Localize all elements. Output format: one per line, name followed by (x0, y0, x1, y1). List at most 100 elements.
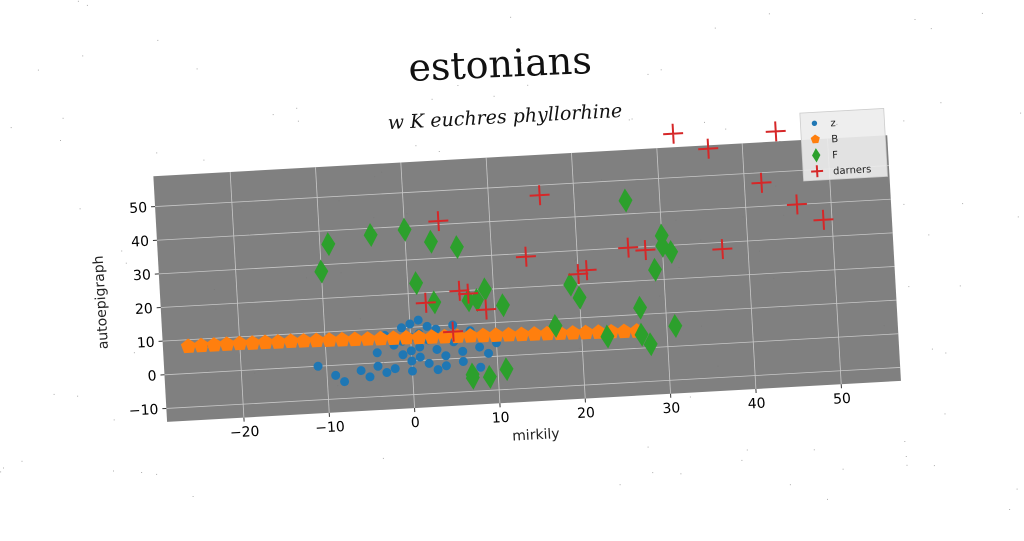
speckle (156, 152, 157, 153)
speckle (769, 13, 770, 14)
speckle (78, 1, 79, 2)
speckle (3, 468, 4, 469)
speckle (907, 465, 908, 466)
speckle (141, 472, 142, 473)
speckle (215, 309, 216, 310)
speckle (54, 394, 55, 395)
speckle (373, 217, 374, 218)
speckle (827, 499, 828, 500)
speckle (11, 127, 12, 128)
speckle (690, 397, 691, 398)
speckle (87, 5, 88, 6)
speckle (374, 176, 375, 177)
speckle (203, 160, 204, 161)
speckle (675, 220, 676, 221)
speckle (962, 203, 963, 204)
speckle (80, 208, 81, 209)
speckle (945, 413, 946, 414)
speckle (494, 96, 495, 97)
speckle (884, 325, 885, 326)
speckle (814, 449, 815, 450)
speckle (601, 180, 602, 181)
speckle (341, 272, 342, 273)
speckle (193, 496, 194, 497)
speckle (679, 267, 680, 268)
speckle (759, 251, 760, 252)
speckle (725, 129, 726, 130)
speckle (790, 484, 791, 485)
speckle (779, 141, 780, 142)
speckle (415, 145, 416, 146)
speckle (753, 172, 754, 173)
speckle (579, 348, 580, 349)
speckle (903, 120, 904, 121)
speckle (940, 102, 941, 103)
speckle (521, 63, 522, 64)
speckle (249, 234, 250, 235)
speckle (77, 396, 78, 397)
speckle (273, 114, 274, 115)
speckle (903, 204, 904, 205)
speckle (457, 85, 458, 86)
speckle (747, 273, 748, 274)
speckle (306, 277, 307, 278)
speckle (82, 55, 83, 56)
speckle (575, 260, 576, 261)
speckle (620, 484, 621, 485)
speckle (157, 40, 158, 41)
speckle (1020, 113, 1021, 114)
speckle (650, 264, 651, 265)
background-speckles (0, 0, 1024, 512)
speckle (843, 469, 844, 470)
speckle (439, 151, 440, 152)
speckle (254, 373, 255, 374)
speckle (432, 99, 433, 100)
speckle (60, 140, 61, 141)
speckle (659, 296, 660, 297)
speckle (661, 69, 662, 70)
speckle (207, 346, 208, 347)
speckle (406, 213, 407, 214)
speckle (915, 19, 916, 20)
speckle (468, 304, 469, 305)
speckle (1017, 489, 1018, 490)
speckle (114, 419, 115, 420)
speckle (383, 458, 384, 459)
speckle (1018, 216, 1019, 217)
speckle (747, 450, 748, 451)
speckle (113, 471, 114, 472)
speckle (1009, 509, 1010, 510)
speckle (629, 119, 630, 120)
speckle (718, 366, 719, 367)
speckle (704, 122, 705, 123)
speckle (836, 124, 837, 125)
speckle (906, 456, 907, 457)
speckle (773, 278, 774, 279)
speckle (680, 473, 681, 474)
speckle (574, 261, 575, 262)
speckle (134, 352, 135, 353)
speckle (214, 289, 215, 290)
speckle (381, 172, 382, 173)
speckle (38, 70, 39, 71)
speckle (517, 353, 518, 354)
speckle (22, 461, 23, 462)
speckle (652, 472, 653, 473)
speckle (360, 318, 361, 319)
speckle (121, 251, 122, 252)
speckle (931, 28, 932, 29)
speckle (339, 200, 340, 201)
speckle (783, 215, 784, 216)
speckle (337, 385, 338, 386)
speckle (715, 28, 716, 29)
speckle (780, 308, 781, 309)
speckle (63, 118, 64, 119)
speckle (208, 370, 209, 371)
speckle (945, 353, 946, 354)
speckle (296, 108, 297, 109)
speckle (928, 234, 929, 235)
speckle (298, 121, 299, 122)
speckle (700, 240, 701, 241)
speckle (0, 471, 1, 472)
speckle (156, 474, 157, 475)
